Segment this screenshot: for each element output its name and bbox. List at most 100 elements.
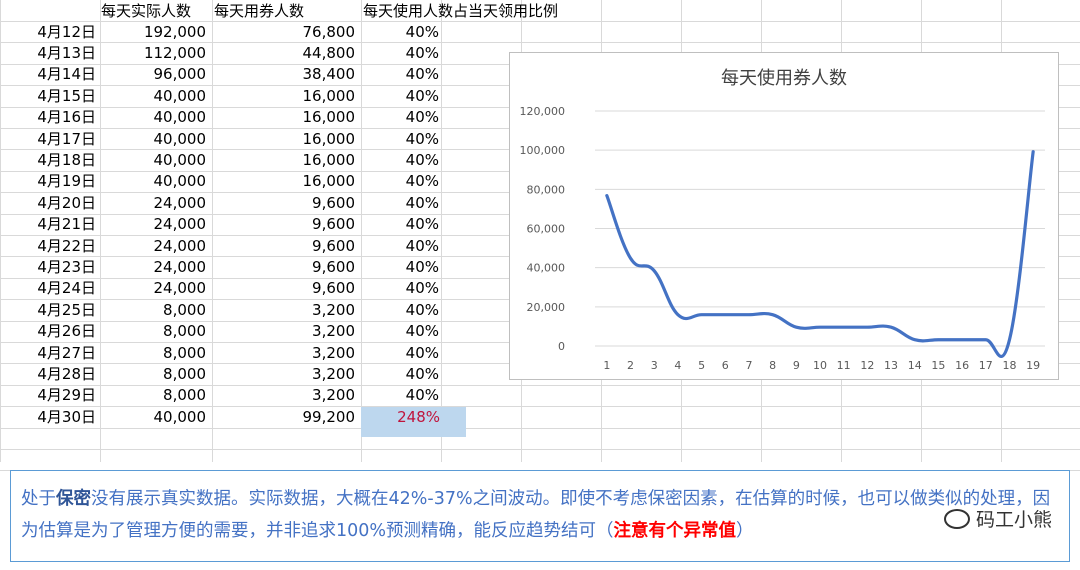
row-used: 3,200 bbox=[312, 364, 355, 383]
row-ratio: 40% bbox=[405, 343, 439, 362]
x-tick-label: 11 bbox=[837, 359, 851, 372]
row-actual: 24,000 bbox=[153, 279, 207, 298]
row-actual: 24,000 bbox=[153, 193, 207, 212]
row-ratio: 40% bbox=[405, 193, 439, 212]
row-used: 16,000 bbox=[302, 108, 356, 127]
header-ratio: 每天使用人数占当天领用比例 bbox=[363, 2, 559, 20]
row-used: 38,400 bbox=[302, 65, 356, 84]
row-used: 9,600 bbox=[312, 279, 355, 298]
watermark-text: 码工小熊 bbox=[975, 509, 1052, 531]
row-actual: 40,000 bbox=[153, 86, 207, 105]
x-tick-label: 18 bbox=[1002, 359, 1016, 372]
row-used: 3,200 bbox=[312, 300, 355, 319]
row-actual: 24,000 bbox=[153, 236, 207, 255]
row-used: 3,200 bbox=[312, 386, 355, 405]
row-ratio: 40% bbox=[405, 300, 439, 319]
row-date: 4月18日 bbox=[37, 150, 96, 169]
row-date: 4月25日 bbox=[37, 300, 96, 319]
row-ratio: 40% bbox=[405, 22, 439, 41]
x-tick-label: 15 bbox=[931, 359, 945, 372]
row-actual: 192,000 bbox=[143, 22, 206, 41]
row-date: 4月22日 bbox=[37, 236, 96, 255]
row-ratio: 40% bbox=[405, 215, 439, 234]
row-ratio: 40% bbox=[405, 364, 439, 383]
row-used: 9,600 bbox=[312, 193, 355, 212]
row-ratio: 248% bbox=[361, 406, 466, 437]
grid-row-line bbox=[0, 21, 1080, 22]
row-ratio: 40% bbox=[405, 129, 439, 148]
wechat-icon bbox=[943, 508, 970, 529]
row-ratio: 40% bbox=[405, 65, 439, 84]
x-tick-label: 6 bbox=[722, 359, 729, 372]
x-tick-label: 8 bbox=[769, 359, 776, 372]
note-text-1: 处于 bbox=[21, 489, 56, 509]
row-actual: 112,000 bbox=[143, 43, 206, 62]
row-date: 4月23日 bbox=[37, 257, 96, 276]
y-tick-label: 40,000 bbox=[527, 262, 566, 275]
row-actual: 40,000 bbox=[153, 129, 207, 148]
row-actual: 24,000 bbox=[153, 257, 207, 276]
row-ratio: 40% bbox=[405, 172, 439, 191]
row-used: 16,000 bbox=[302, 129, 356, 148]
grid-row-line bbox=[0, 406, 1080, 408]
grid-col-line bbox=[212, 0, 213, 462]
row-date: 4月15日 bbox=[37, 86, 96, 105]
row-ratio: 40% bbox=[405, 257, 439, 276]
note-text-3: ） bbox=[736, 521, 754, 541]
row-date: 4月16日 bbox=[37, 108, 96, 127]
row-actual: 40,000 bbox=[153, 108, 207, 127]
grid-row-line bbox=[0, 427, 1080, 429]
row-date: 4月13日 bbox=[37, 43, 96, 62]
row-used: 3,200 bbox=[312, 322, 355, 341]
note-text-2: 没有展示真实数据。实际数据，大概在42%-37%之间波动。即使不考虑保密因素，在… bbox=[21, 489, 1051, 541]
row-date: 4月29日 bbox=[37, 386, 96, 405]
grid-col-line bbox=[441, 0, 442, 462]
row-used: 16,000 bbox=[302, 86, 356, 105]
row-used: 44,800 bbox=[302, 43, 356, 62]
grid-col-line bbox=[361, 0, 362, 462]
row-date: 4月30日 bbox=[37, 407, 96, 426]
row-actual: 8,000 bbox=[163, 300, 206, 319]
row-date: 4月17日 bbox=[37, 129, 96, 148]
row-used: 9,600 bbox=[312, 257, 355, 276]
row-ratio: 40% bbox=[405, 86, 439, 105]
x-tick-label: 9 bbox=[793, 359, 800, 372]
row-used: 99,200 bbox=[302, 407, 356, 426]
note-box: 处于保密没有展示真实数据。实际数据，大概在42%-37%之间波动。即使不考虑保密… bbox=[10, 470, 1070, 562]
row-actual: 8,000 bbox=[163, 386, 206, 405]
x-tick-label: 13 bbox=[884, 359, 898, 372]
row-ratio: 40% bbox=[405, 108, 439, 127]
header-actual: 每天实际人数 bbox=[101, 2, 192, 20]
x-tick-label: 19 bbox=[1026, 359, 1040, 372]
line-chart: 每天使用券人数 0 20,000 40,000 60,000 80,000 100,000… bbox=[509, 52, 1059, 380]
row-actual: 8,000 bbox=[163, 322, 206, 341]
y-tick-label: 20,000 bbox=[527, 301, 566, 314]
row-date: 4月27日 bbox=[37, 343, 96, 362]
row-actual: 40,000 bbox=[153, 407, 207, 426]
row-date: 4月28日 bbox=[37, 364, 96, 383]
row-ratio: 40% bbox=[405, 150, 439, 169]
row-used: 9,600 bbox=[312, 215, 355, 234]
x-tick-label: 10 bbox=[813, 359, 827, 372]
row-ratio: 40% bbox=[405, 236, 439, 255]
row-actual: 40,000 bbox=[153, 150, 207, 169]
row-actual: 8,000 bbox=[163, 343, 206, 362]
chart-x-axis: 1 2 3 4 5 6 7 8 9 10 11 12 13 14 15 16 17 18 19 bbox=[603, 359, 1040, 372]
x-tick-label: 12 bbox=[860, 359, 874, 372]
row-ratio: 40% bbox=[405, 386, 439, 405]
y-tick-label: 120,000 bbox=[520, 105, 566, 118]
watermark: 码工小熊 bbox=[943, 505, 1052, 532]
grid-row-line bbox=[0, 384, 1080, 386]
chart-title: 每天使用券人数 bbox=[721, 68, 847, 89]
row-date: 4月14日 bbox=[37, 65, 96, 84]
note-warning: 注意有个异常值 bbox=[613, 521, 737, 541]
grid-row-line bbox=[0, 42, 1080, 44]
chart-svg: 每天使用券人数 0 20,000 40,000 60,000 80,000 100,000… bbox=[520, 68, 1045, 372]
chart-gridlines bbox=[595, 110, 1045, 347]
row-date: 4月26日 bbox=[37, 322, 96, 341]
row-used: 3,200 bbox=[312, 343, 355, 362]
header-used: 每天用券人数 bbox=[214, 2, 305, 20]
x-tick-label: 1 bbox=[603, 359, 610, 372]
row-date: 4月20日 bbox=[37, 193, 96, 212]
row-used: 16,000 bbox=[302, 150, 356, 169]
